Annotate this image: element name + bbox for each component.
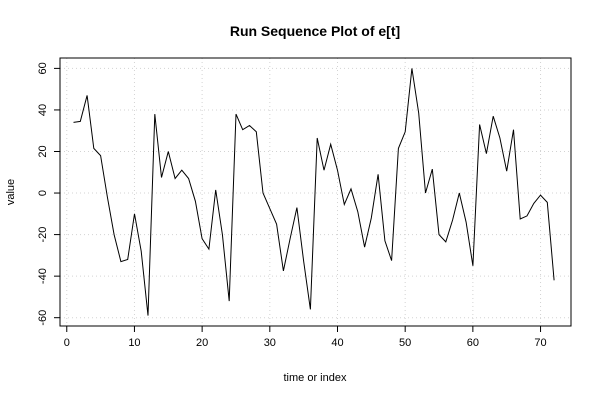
x-tick-label: 60 (467, 337, 479, 349)
x-tick-label: 30 (264, 337, 276, 349)
y-tick-label: 0 (37, 190, 49, 196)
y-tick-label: 60 (37, 62, 49, 74)
y-tick-label: 40 (37, 104, 49, 116)
y-axis: -60 -40 -20 0 20 40 60 (37, 62, 61, 326)
x-tick-label: 0 (64, 337, 70, 349)
x-tick-label: 10 (128, 337, 140, 349)
x-axis-label: time or index (284, 372, 347, 384)
y-axis-label: value (5, 179, 17, 205)
x-tick-label: 70 (534, 337, 546, 349)
chart-title: Run Sequence Plot of e[t] (230, 23, 400, 39)
x-tick-label: 40 (331, 337, 343, 349)
x-tick-label: 20 (196, 337, 208, 349)
grid (60, 58, 571, 326)
x-axis: 0 10 20 30 40 50 60 70 (64, 325, 547, 349)
y-tick-label: -20 (37, 227, 49, 243)
series-line (73, 68, 555, 316)
y-tick-label: -60 (37, 310, 49, 326)
x-tick-label: 50 (399, 337, 411, 349)
y-tick-label: -40 (37, 268, 49, 284)
y-tick-label: 20 (37, 145, 49, 157)
